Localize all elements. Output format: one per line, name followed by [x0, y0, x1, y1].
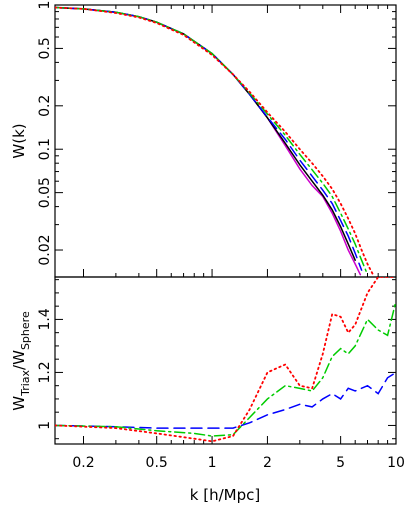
- y-tick-label-bottom: 1.4: [37, 308, 53, 330]
- bottom-axis-ticks: 0.2 0.5 1 2 5 10 1 1.2 1.4: [37, 279, 405, 471]
- top-axis-ticks: 1 0.5 0.2 0.1 0.05 0.02: [37, 1, 397, 277]
- x-tick-label: 0.5: [146, 455, 168, 471]
- series-line-solid: [55, 6, 362, 276]
- y-tick-label-top: 0.05: [37, 177, 53, 208]
- x-axis-label: k [h/Mpc]: [190, 486, 260, 504]
- bottom-panel-frame: [54, 276, 397, 445]
- y-tick-label-top: 0.2: [37, 95, 53, 117]
- y-tick-label-top: 0.1: [37, 138, 53, 160]
- y-tick-label-bottom: 1.2: [37, 361, 53, 383]
- y-tick-label-top: 0.5: [37, 37, 53, 59]
- ylabel-sub-sphere: Sphere: [19, 311, 32, 350]
- series-line-solid: [55, 6, 356, 261]
- x-tick-label: 1: [208, 455, 217, 471]
- x-tick-label: 10: [387, 455, 405, 471]
- y-tick-label-top: 0.02: [37, 234, 53, 265]
- bottom-panel-curves: [55, 277, 396, 443]
- x-tick-label: 5: [336, 455, 345, 471]
- ylabel-main: W: [10, 396, 28, 411]
- x-tick-label: 2: [263, 455, 272, 471]
- y-tick-label-top: 1: [37, 1, 53, 10]
- series-line-dotted: [55, 6, 374, 276]
- series-line-dash-dot: [55, 300, 396, 437]
- y-tick-label-bottom: 1: [37, 421, 53, 430]
- bottom-y-axis-label: WTriax/WSphere: [10, 311, 32, 411]
- ylabel-sub-triax: Triax: [19, 369, 32, 396]
- series-line-dotted: [55, 277, 396, 443]
- series-line-dash-dot: [55, 6, 369, 276]
- series-line-dashed: [55, 6, 363, 271]
- top-y-axis-label: W(k): [10, 123, 28, 158]
- top-panel-curves: [55, 6, 374, 276]
- series-line-dashed: [55, 371, 396, 429]
- ylabel-separator: /W: [10, 350, 28, 370]
- x-tick-label: 0.2: [72, 455, 94, 471]
